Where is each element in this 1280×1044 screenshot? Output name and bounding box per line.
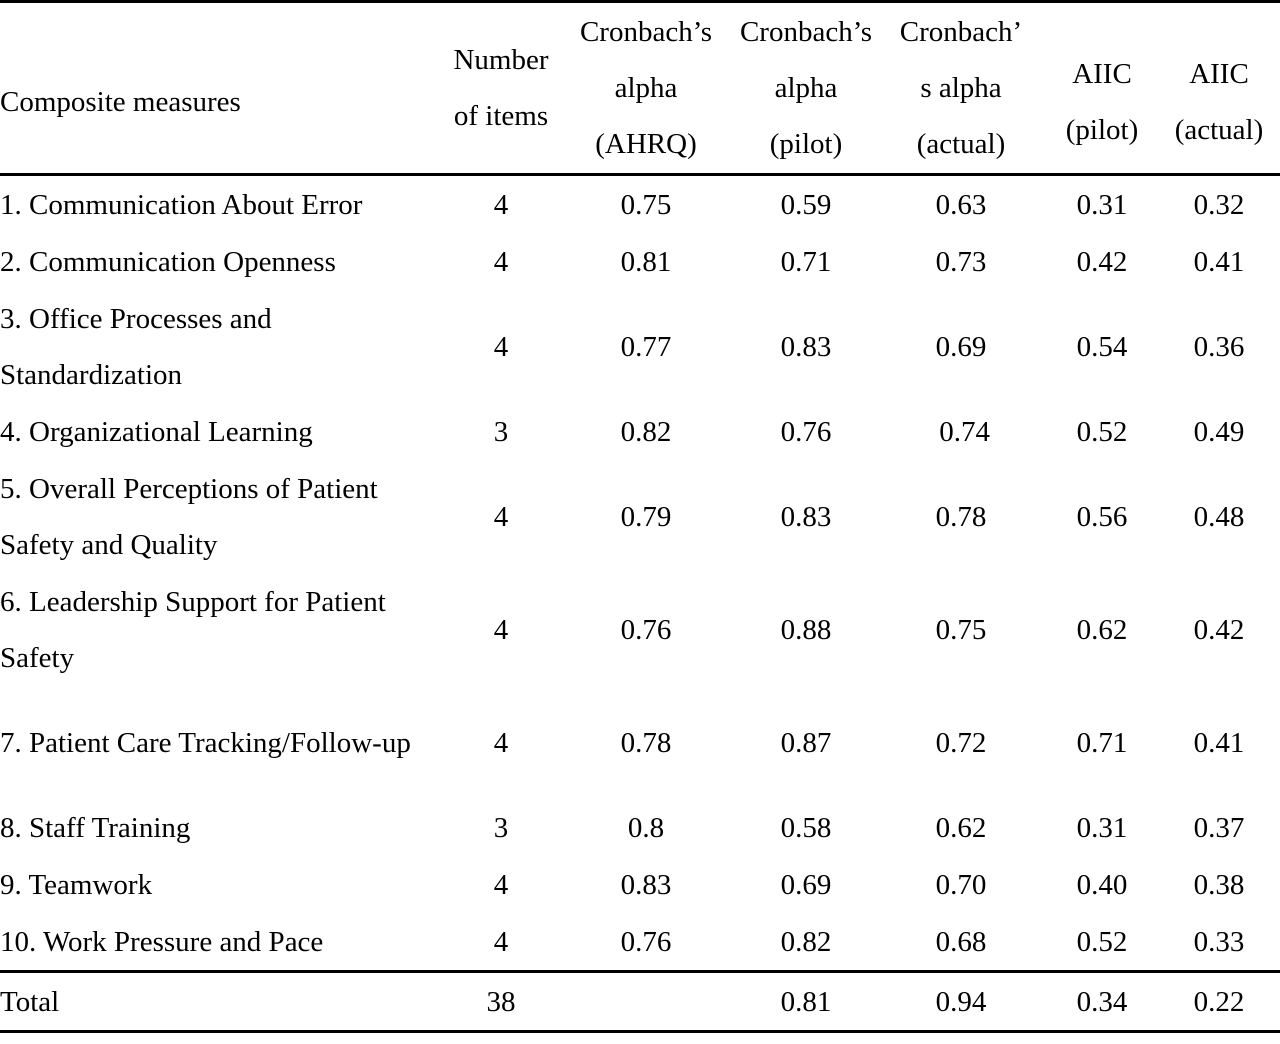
table-row: 10. Work Pressure and Pace 4 0.76 0.82 0.68 0…: [0, 913, 1280, 972]
alpha-ahrq-cell: 0.76: [620, 925, 672, 958]
aiic-pilot-cell: 0.42: [1076, 245, 1128, 278]
alpha-ahrq-cell: 0.81: [620, 245, 672, 278]
table-row: 6. Leadership Support for Patient Safety…: [0, 573, 1280, 686]
alpha-actual-cell: 0.73: [935, 245, 987, 278]
aiic-pilot-cell: 0.56: [1076, 500, 1128, 533]
table-row: 9. Teamwork 4 0.83 0.69 0.70 0.40 0.38: [0, 856, 1280, 913]
alpha-actual-cell: 0.69: [935, 330, 987, 363]
items-cell: 4: [493, 500, 509, 533]
table-row: 7. Patient Care Tracking/Follow-up 4 0.78 0…: [0, 686, 1280, 799]
items-cell: 4: [493, 613, 509, 646]
total-alpha-actual: 0.94: [935, 985, 987, 1018]
measure-name-cell: 6. Leadership Support for Patient Safety: [0, 585, 386, 674]
aiic-pilot-cell: 0.52: [1076, 925, 1128, 958]
header-aiic-pilot: AIIC (pilot): [1065, 58, 1139, 146]
alpha-actual-cell: 0.70: [935, 868, 987, 901]
alpha-pilot-cell: 0.59: [780, 188, 832, 221]
alpha-ahrq-cell: 0.83: [620, 868, 672, 901]
aiic-pilot-cell: 0.40: [1076, 868, 1128, 901]
measure-name-cell: 7. Patient Care Tracking/Follow-up: [0, 726, 411, 759]
alpha-pilot-cell: 0.76: [780, 415, 832, 448]
items-cell: 4: [493, 245, 509, 278]
alpha-actual-cell: 0.63: [935, 188, 987, 221]
aiic-pilot-cell: 0.71: [1076, 726, 1128, 759]
header-alpha-actual: Cronbach’ s alpha (actual): [899, 16, 1023, 160]
alpha-pilot-cell: 0.83: [780, 330, 832, 363]
alpha-actual-cell: 0.78: [935, 500, 987, 533]
items-cell: 4: [493, 188, 509, 221]
items-cell: 4: [493, 330, 509, 363]
alpha-pilot-cell: 0.87: [780, 726, 832, 759]
alpha-ahrq-cell: 0.8: [627, 811, 665, 844]
total-row: Total 38 0.81 0.94 0.34 0.22: [0, 971, 1280, 1032]
alpha-ahrq-cell: 0.82: [620, 415, 672, 448]
aiic-pilot-cell: 0.31: [1076, 188, 1128, 221]
header-aiic-actual: AIIC (actual): [1174, 58, 1264, 146]
items-cell: 4: [493, 925, 509, 958]
total-aiic-pilot: 0.34: [1076, 985, 1128, 1018]
header-composite-measures: Composite measures: [0, 86, 241, 118]
table-row: 4. Organizational Learning 3 0.82 0.76 0.74…: [0, 403, 1280, 460]
alpha-actual-cell: 0.72: [935, 726, 987, 759]
items-cell: 3: [493, 415, 509, 448]
alpha-ahrq-cell: 0.76: [620, 613, 672, 646]
items-cell: 4: [493, 868, 509, 901]
table-footer: Total 38 0.81 0.94 0.34 0.22: [0, 971, 1280, 1032]
table-row: 5. Overall Perceptions of Patient Safety…: [0, 460, 1280, 573]
aiic-pilot-cell: 0.31: [1076, 811, 1128, 844]
aiic-actual-cell: 0.41: [1193, 245, 1245, 278]
table-header: Composite measures Number of items Cronb…: [0, 1, 1280, 175]
measure-name-cell: 3. Office Processes and Standardization: [0, 302, 272, 391]
measure-name-cell: 10. Work Pressure and Pace: [0, 925, 324, 958]
aiic-actual-cell: 0.38: [1193, 868, 1245, 901]
aiic-actual-cell: 0.48: [1193, 500, 1245, 533]
aiic-actual-cell: 0.37: [1193, 811, 1245, 844]
alpha-actual-cell: 0.62: [935, 811, 987, 844]
total-ahrq: [556, 972, 736, 1032]
items-cell: 3: [493, 811, 509, 844]
total-aiic-actual: 0.22: [1193, 985, 1245, 1018]
table-row: 3. Office Processes and Standardization 4…: [0, 290, 1280, 403]
aiic-actual-cell: 0.49: [1193, 415, 1245, 448]
aiic-actual-cell: 0.33: [1193, 925, 1245, 958]
aiic-actual-cell: 0.42: [1193, 613, 1245, 646]
measure-name-cell: 2. Communication Openness: [0, 245, 336, 278]
table-body: 1. Communication About Error 4 0.75 0.59 0.6…: [0, 175, 1280, 972]
items-cell: 4: [493, 726, 509, 759]
alpha-actual-cell: 0.68: [935, 925, 987, 958]
alpha-ahrq-cell: 0.78: [620, 726, 672, 759]
measure-name-cell: 9. Teamwork: [0, 868, 153, 901]
total-label: Total: [0, 985, 60, 1018]
header-alpha-pilot: Cronbach’s alpha (pilot): [739, 16, 873, 160]
alpha-pilot-cell: 0.69: [780, 868, 832, 901]
alpha-actual-cell: 0.74: [932, 415, 990, 448]
alpha-actual-cell: 0.75: [935, 613, 987, 646]
table-row: 8. Staff Training 3 0.8 0.58 0.62 0.31 0.37: [0, 799, 1280, 856]
total-alpha-pilot: 0.81: [780, 985, 832, 1018]
alpha-pilot-cell: 0.83: [780, 500, 832, 533]
aiic-pilot-cell: 0.52: [1076, 415, 1128, 448]
header-number-of-items: Number of items: [453, 44, 549, 132]
total-items: 38: [486, 985, 516, 1018]
aiic-actual-cell: 0.41: [1193, 726, 1245, 759]
alpha-pilot-cell: 0.88: [780, 613, 832, 646]
header-alpha-ahrq: Cronbach’s alpha (AHRQ): [579, 16, 713, 160]
table-row: 1. Communication About Error 4 0.75 0.59 0.6…: [0, 175, 1280, 234]
measure-name-cell: 5. Overall Perceptions of Patient Safety…: [0, 472, 378, 561]
alpha-ahrq-cell: 0.75: [620, 188, 672, 221]
alpha-ahrq-cell: 0.79: [620, 500, 672, 533]
alpha-ahrq-cell: 0.77: [620, 330, 672, 363]
table-row: 2. Communication Openness 4 0.81 0.71 0.73 0.…: [0, 233, 1280, 290]
alpha-pilot-cell: 0.58: [780, 811, 832, 844]
measure-name-cell: 1. Communication About Error: [0, 188, 363, 221]
alpha-pilot-cell: 0.82: [780, 925, 832, 958]
measure-name-cell: 4. Organizational Learning: [0, 415, 313, 448]
alpha-pilot-cell: 0.71: [780, 245, 832, 278]
aiic-pilot-cell: 0.54: [1076, 330, 1128, 363]
aiic-actual-cell: 0.32: [1193, 188, 1245, 221]
aiic-pilot-cell: 0.62: [1076, 613, 1128, 646]
measure-name-cell: 8. Staff Training: [0, 811, 191, 844]
aiic-actual-cell: 0.36: [1193, 330, 1245, 363]
